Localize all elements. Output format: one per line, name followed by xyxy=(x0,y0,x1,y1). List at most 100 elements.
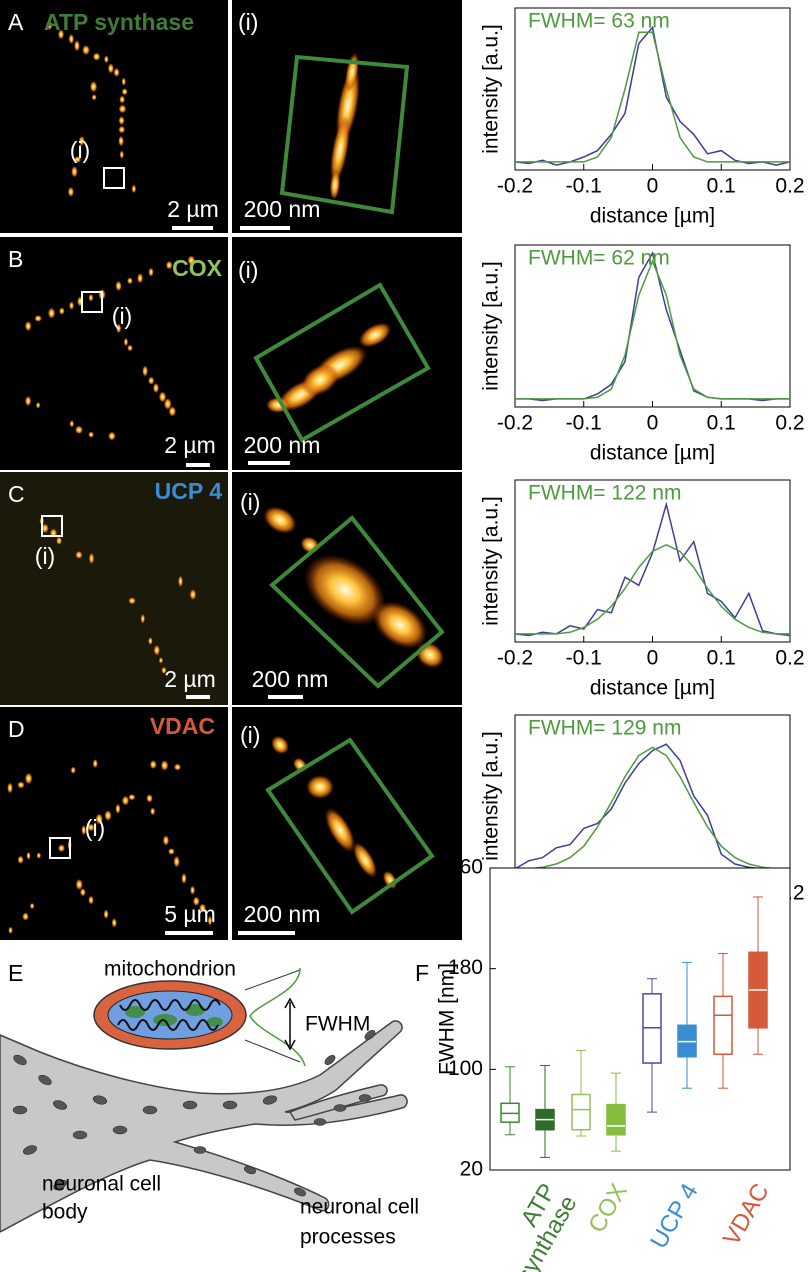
micrograph xyxy=(0,0,228,233)
profile-line xyxy=(514,501,791,637)
fluorescence-spot xyxy=(161,666,167,674)
x-tick-label: -0.2 xyxy=(497,175,533,198)
x-axis-label: distance [µm] xyxy=(590,677,715,700)
x-tick-label: 0.1 xyxy=(707,175,736,198)
fluorescence-spot xyxy=(29,902,35,910)
fluorescence-spot xyxy=(41,523,49,534)
fluorescence-spot xyxy=(118,135,124,147)
fluorescence-spot xyxy=(142,365,148,377)
x-axis-label: distance [µm] xyxy=(590,205,715,228)
fluorescence-spot xyxy=(88,431,94,438)
profile-curve xyxy=(249,967,306,1067)
region-box xyxy=(41,515,63,537)
fluorescence-blob xyxy=(306,775,334,799)
fluorescence-spot xyxy=(181,872,187,884)
zoom-label: (i) xyxy=(238,9,258,35)
fluorescence-spot xyxy=(103,909,109,920)
fluorescence-spot xyxy=(71,165,78,178)
x-axis-label: distance [µm] xyxy=(590,442,715,465)
box xyxy=(571,1093,591,1131)
fluorescence-spot xyxy=(173,763,182,771)
fluorescence-spot xyxy=(127,344,133,352)
fluorescence-spot xyxy=(107,63,114,74)
fluorescence-blob xyxy=(324,807,356,853)
fluorescence-blob xyxy=(329,170,341,200)
fluorescence-spot xyxy=(131,184,137,194)
fluorescence-spot xyxy=(189,589,197,600)
profile-line xyxy=(514,743,791,872)
fluorescence-spot xyxy=(199,903,207,913)
region-label: (i) xyxy=(70,137,90,163)
fluorescence-spot xyxy=(57,29,65,40)
x-tick-label: -0.2 xyxy=(497,412,533,435)
fluorescence-spot xyxy=(95,813,103,825)
cell-processes-label: processes xyxy=(300,1226,396,1249)
y-axis-label: intensity [a.u.] xyxy=(480,24,503,154)
fluorescence-spot xyxy=(70,766,76,774)
cell-body-label: neuronal cell xyxy=(42,1173,161,1196)
fluorescence-spot xyxy=(75,550,83,559)
fluorescence-spot xyxy=(168,848,175,855)
protein-label: COX xyxy=(172,255,223,281)
guide-line xyxy=(244,969,301,991)
fluorescence-spot xyxy=(69,301,74,310)
neuron xyxy=(0,1020,408,1233)
fluorescence-spot xyxy=(148,267,154,277)
fluorescence-spot xyxy=(24,320,32,332)
region-label: (i) xyxy=(35,543,55,569)
plot-frame xyxy=(514,244,791,408)
fluorescence-spot xyxy=(56,536,62,545)
scale-bar-label: 5 µm xyxy=(164,901,216,927)
fluorescence-spot xyxy=(118,104,127,114)
fluorescence-spot xyxy=(121,77,126,86)
fluorescence-spot xyxy=(192,896,200,906)
fluorescence-spot xyxy=(173,855,180,868)
fluorescence-spot xyxy=(47,307,56,319)
fwhm-annotation: FWHM= 122 nm xyxy=(528,482,681,505)
fluorescence-spot xyxy=(119,95,125,104)
fluorescence-blob xyxy=(330,115,350,185)
guide-line xyxy=(244,1039,301,1063)
fluorescence-spot xyxy=(81,824,87,836)
cell-body-label: body xyxy=(42,1201,88,1224)
fluorescence-spot xyxy=(24,772,33,785)
zoom-label: (i) xyxy=(240,722,260,748)
y-tick-label: 180 xyxy=(448,956,483,979)
x-tick-label: 0 xyxy=(647,412,659,435)
fluorescence-spot xyxy=(158,391,167,403)
fluorescence-spot xyxy=(148,376,155,385)
zoom-label: (i) xyxy=(240,489,260,515)
plot-frame xyxy=(489,867,791,1171)
profile-line xyxy=(515,31,790,163)
fluorescence-spot xyxy=(88,552,95,565)
scale-bar-label: 2 µm xyxy=(164,666,216,692)
fluorescence-spot xyxy=(68,33,75,45)
fluorescence-spot xyxy=(190,885,196,895)
protein-label: ATP synthase xyxy=(44,9,194,35)
micrograph xyxy=(0,707,228,940)
fluorescence-spot xyxy=(165,260,173,270)
fluorescence-spot xyxy=(74,425,83,435)
fluorescence-spot xyxy=(168,406,177,417)
x-tick-label: -0.1 xyxy=(566,647,602,670)
y-axis-label: intensity [a.u.] xyxy=(480,496,503,626)
fluorescence-spot xyxy=(160,760,169,771)
y-axis-label: intensity [a.u.] xyxy=(480,261,503,391)
fwhm-annotation: FWHM= 129 nm xyxy=(528,717,681,740)
zoom-label: (i) xyxy=(238,257,258,283)
box xyxy=(713,995,733,1055)
fluorescence-spot xyxy=(149,760,157,770)
box xyxy=(606,1103,626,1136)
plot-frame xyxy=(514,479,791,643)
fluorescence-spot xyxy=(137,272,144,284)
fluorescence-spot xyxy=(8,926,13,934)
fluorescence-blob xyxy=(358,322,392,348)
fluorescence-spot xyxy=(104,810,112,821)
fluorescence-spot xyxy=(34,315,42,322)
region-label: (i) xyxy=(85,815,105,841)
x-tick-label: 0.1 xyxy=(707,647,736,670)
fluorescence-spot xyxy=(74,39,80,52)
fluorescence-spot xyxy=(113,67,120,77)
fluorescence-spot xyxy=(22,912,29,921)
